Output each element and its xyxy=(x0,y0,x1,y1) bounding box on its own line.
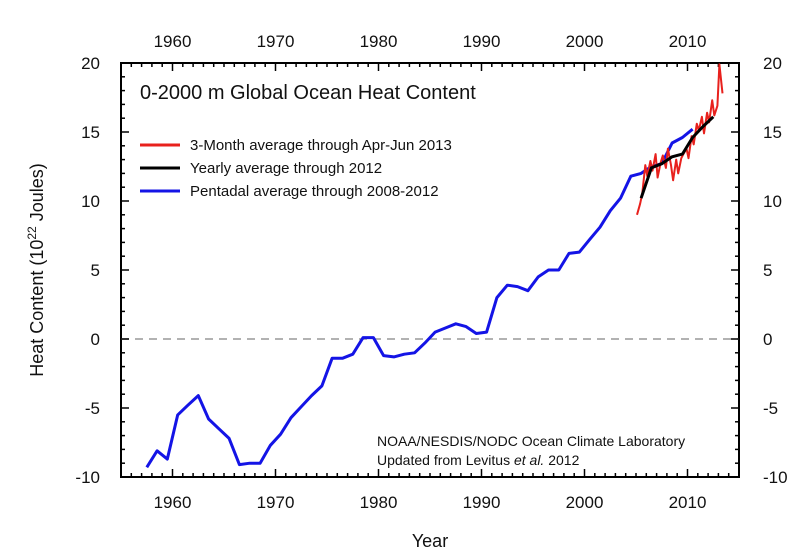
y-axis-label: Heat Content (1022 Joules) xyxy=(25,163,47,376)
credit-line-2-prefix: Updated from Levitus xyxy=(377,452,514,468)
series-3month-line xyxy=(636,63,724,216)
y-axis-label-main: Heat Content (10 xyxy=(27,240,47,377)
x-tick-label-top: 1960 xyxy=(154,32,192,51)
y-tick-label-left: 15 xyxy=(81,123,100,142)
credit-line-2-suffix: 2012 xyxy=(544,452,579,468)
y-tick-label-right: 0 xyxy=(763,330,772,349)
y-axis-label-unit: Joules) xyxy=(27,163,47,226)
series-pentadal-line xyxy=(145,128,694,469)
x-axis-label: Year xyxy=(412,531,448,551)
series-yearly-line xyxy=(639,115,715,199)
y-tick-label-right: 10 xyxy=(763,192,782,211)
credit-line-1: NOAA/NESDIS/NODC Ocean Climate Laborator… xyxy=(377,433,685,449)
y-tick-label-left: -10 xyxy=(75,468,100,487)
y-tick-label-left: 5 xyxy=(91,261,100,280)
credit-line-2: Updated from Levitus et al. 2012 xyxy=(377,452,580,468)
x-tick-label-top: 1980 xyxy=(360,32,398,51)
legend-label-yearly: Yearly average through 2012 xyxy=(190,160,382,177)
x-tick-label-bottom: 2000 xyxy=(566,493,604,512)
y-axis-label-exponent: 22 xyxy=(25,226,39,240)
y-tick-label-left: 0 xyxy=(91,330,100,349)
x-tick-label-bottom: 1980 xyxy=(360,493,398,512)
y-tick-label-right: 20 xyxy=(763,54,782,73)
x-tick-label-bottom: 1960 xyxy=(154,493,192,512)
y-tick-label-left: 20 xyxy=(81,54,100,73)
y-tick-label-right: -10 xyxy=(763,468,788,487)
y-tick-label-left: 10 xyxy=(81,192,100,211)
x-tick-label-top: 1970 xyxy=(257,32,295,51)
legend-label-3month: 3-Month average through Apr-Jun 2013 xyxy=(190,137,452,154)
chart-title: 0-2000 m Global Ocean Heat Content xyxy=(140,82,476,104)
x-tick-label-bottom: 1990 xyxy=(463,493,501,512)
plot-frame xyxy=(120,62,740,478)
series-layer xyxy=(145,63,724,469)
y-tick-label-left: -5 xyxy=(85,399,100,418)
y-tick-label-right: 15 xyxy=(763,123,782,142)
axis-ticks: 1960196019701970198019801990199020002000… xyxy=(75,32,787,512)
x-tick-label-top: 2000 xyxy=(566,32,604,51)
legend-label-pentadal: Pentadal average through 2008-2012 xyxy=(190,183,439,200)
y-tick-label-right: 5 xyxy=(763,261,772,280)
legend: 3-Month average through Apr-Jun 2013 Yea… xyxy=(140,137,452,200)
credit-line-2-italic: et al. xyxy=(514,452,544,468)
y-tick-label-right: -5 xyxy=(763,399,778,418)
x-tick-label-top: 2010 xyxy=(669,32,707,51)
x-tick-label-top: 1990 xyxy=(463,32,501,51)
x-tick-label-bottom: 2010 xyxy=(669,493,707,512)
x-tick-label-bottom: 1970 xyxy=(257,493,295,512)
